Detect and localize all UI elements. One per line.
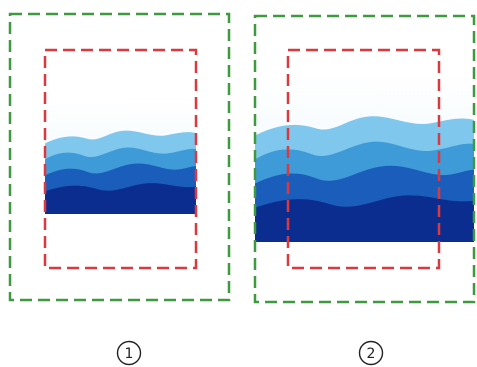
panel-1-landscape-image bbox=[45, 100, 196, 214]
panel-1-inner-frame bbox=[43, 48, 198, 270]
panel-2-label-text: 2 bbox=[367, 346, 376, 362]
panel-2-inner-frame bbox=[286, 48, 441, 270]
panel-1: 1 bbox=[8, 12, 231, 366]
panel-1-outer-frame bbox=[8, 12, 231, 302]
panel-2: 2 bbox=[253, 14, 476, 366]
panel-1-label-text: 1 bbox=[125, 346, 134, 362]
panel-2-label-circle bbox=[358, 340, 384, 366]
panel-1-label: 1 bbox=[116, 340, 142, 366]
panel-1-label-circle bbox=[116, 340, 142, 366]
panel-2-outer-frame bbox=[253, 14, 476, 304]
panel-2-label: 2 bbox=[358, 340, 384, 366]
